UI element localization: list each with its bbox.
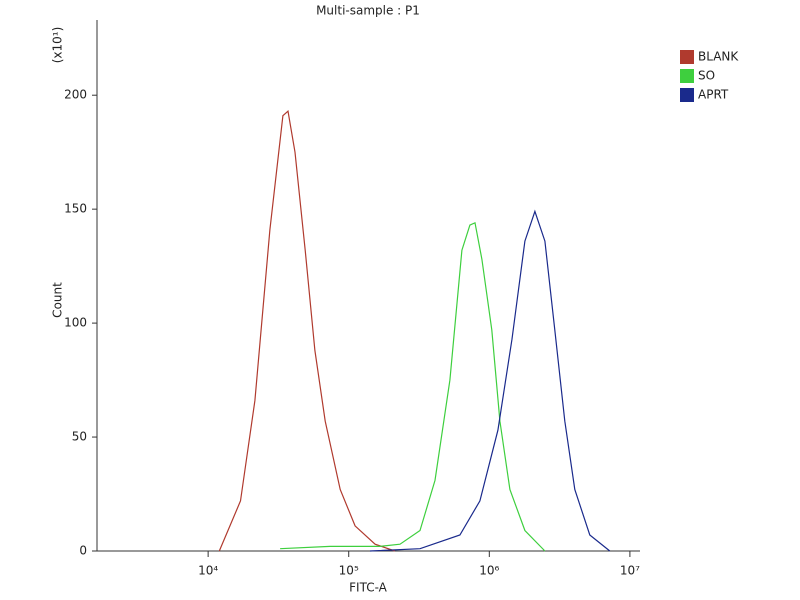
- x-tick-label: 10⁷: [620, 564, 640, 578]
- series-line: [369, 209, 611, 552]
- series-line: [280, 221, 546, 552]
- legend-label: BLANK: [698, 50, 739, 64]
- y-tick-label: 100: [64, 316, 87, 330]
- legend-swatch: [680, 69, 694, 83]
- x-axis-label: FITC-A: [349, 581, 388, 595]
- y-axis-unit: (x10¹): [51, 27, 65, 64]
- y-tick-label: 200: [64, 88, 87, 102]
- series-line: [218, 110, 396, 552]
- legend-label: APRT: [698, 88, 729, 102]
- y-axis-label: Count: [51, 282, 65, 318]
- y-tick-label: 0: [79, 544, 87, 558]
- y-tick-label: 150: [64, 202, 87, 216]
- x-tick-label: 10⁶: [479, 564, 499, 578]
- chart-title: Multi-sample : P1: [316, 4, 420, 18]
- legend-swatch: [680, 88, 694, 102]
- x-tick-label: 10⁴: [198, 564, 218, 578]
- x-tick-label: 10⁵: [339, 564, 359, 578]
- legend-swatch: [680, 50, 694, 64]
- y-tick-label: 50: [72, 430, 87, 444]
- legend-label: SO: [698, 69, 715, 83]
